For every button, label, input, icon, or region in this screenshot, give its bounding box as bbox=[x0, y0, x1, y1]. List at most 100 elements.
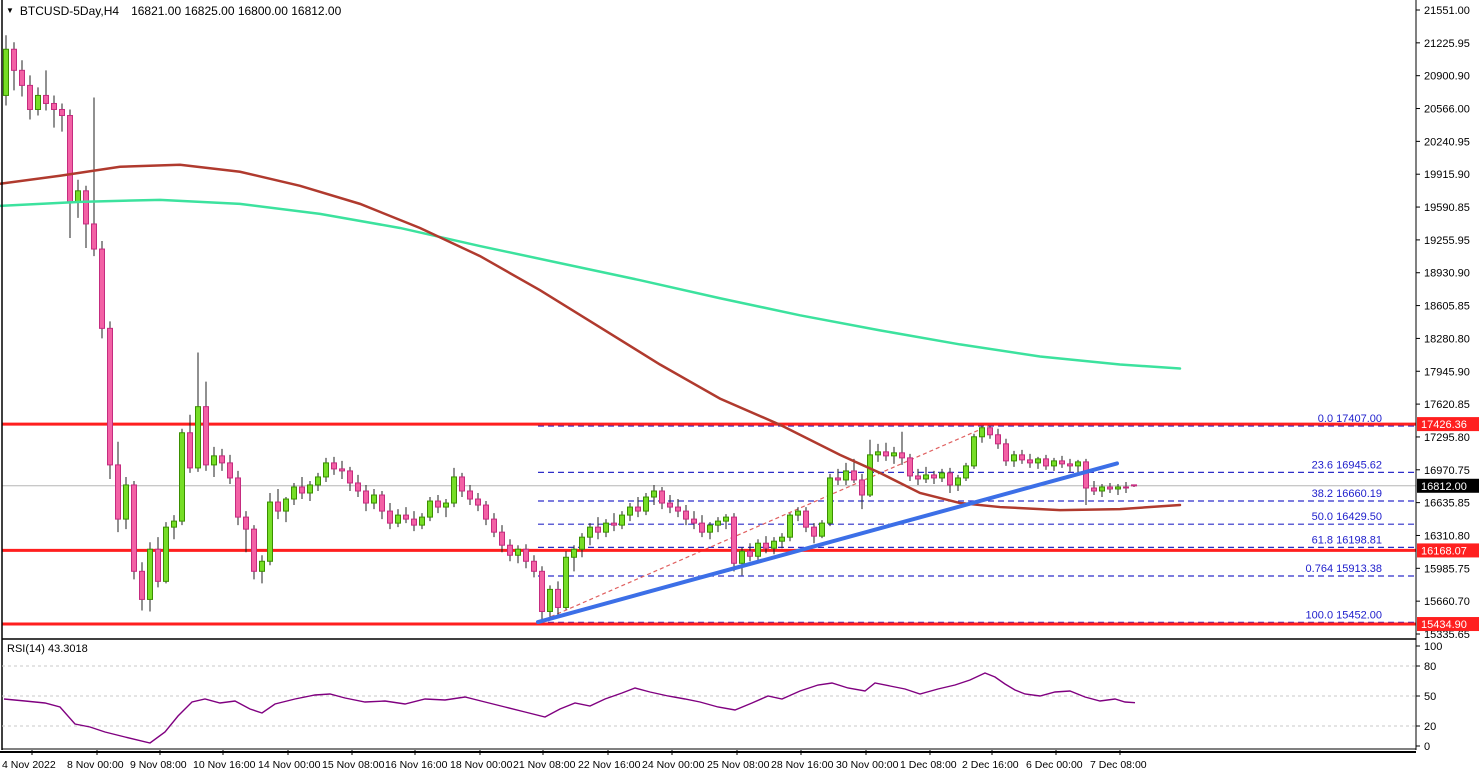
candle bbox=[227, 462, 233, 479]
candle bbox=[683, 510, 689, 520]
candle bbox=[443, 502, 449, 508]
candle bbox=[883, 451, 889, 457]
time-axis-label: 21 Nov 08:00 bbox=[513, 759, 576, 771]
time-axis[interactable]: 4 Nov 2022 8 Nov 00:00 9 Nov 08:00 10 Nov 1… bbox=[2, 750, 1147, 771]
candle bbox=[75, 190, 81, 203]
candle bbox=[787, 514, 793, 538]
candle bbox=[651, 490, 657, 498]
price-axis-label: 19915.90 bbox=[1424, 169, 1470, 181]
candle bbox=[691, 518, 697, 524]
chart-title: ▼ BTCUSD-5Day,H4 16821.00 16825.00 16800… bbox=[6, 4, 341, 18]
candle bbox=[507, 544, 513, 556]
candle bbox=[283, 498, 289, 512]
time-axis-label: 10 Nov 16:00 bbox=[193, 759, 256, 771]
candle bbox=[467, 490, 473, 500]
dropdown-arrow-icon[interactable]: ▼ bbox=[6, 6, 14, 15]
candle bbox=[635, 506, 641, 512]
candle bbox=[579, 536, 585, 550]
candle bbox=[1115, 486, 1121, 490]
candle bbox=[699, 522, 705, 533]
candle bbox=[35, 94, 41, 110]
rsi-axis-label: 50 bbox=[1424, 691, 1436, 703]
candle bbox=[371, 494, 377, 504]
candle bbox=[123, 484, 129, 520]
price-axis[interactable]: 21551.00 21225.95 20900.90 20566.00 20240.95… bbox=[1416, 5, 1470, 641]
rsi-line bbox=[3, 672, 1136, 744]
candle bbox=[899, 452, 905, 459]
price-axis-label: 17945.90 bbox=[1424, 366, 1470, 378]
candle bbox=[907, 457, 913, 477]
candle bbox=[91, 223, 97, 250]
candle bbox=[1019, 454, 1025, 461]
candle bbox=[523, 548, 529, 562]
fib-level-label: 100.0 15452.00 bbox=[1306, 609, 1382, 621]
candle bbox=[211, 455, 217, 466]
time-axis-label: 18 Nov 00:00 bbox=[450, 759, 513, 771]
candle bbox=[411, 518, 417, 526]
candle bbox=[243, 516, 249, 530]
candle bbox=[483, 504, 489, 520]
candle bbox=[891, 452, 897, 457]
trendline[interactable] bbox=[536, 461, 1119, 625]
price-axis-label: 18605.85 bbox=[1424, 301, 1470, 313]
rsi-indicator-label: RSI(14) 43.3018 bbox=[7, 643, 88, 655]
price-tag bbox=[1417, 617, 1479, 632]
candle bbox=[643, 496, 649, 512]
time-axis-label: 16 Nov 16:00 bbox=[385, 759, 448, 771]
candle bbox=[339, 468, 345, 472]
candle bbox=[43, 94, 49, 104]
time-axis-label: 1 Dec 08:00 bbox=[900, 759, 957, 771]
candle bbox=[131, 484, 137, 572]
candle bbox=[995, 434, 1001, 445]
candle bbox=[1123, 486, 1129, 489]
candle bbox=[819, 522, 825, 537]
candle bbox=[963, 465, 969, 479]
candle bbox=[347, 470, 353, 484]
time-axis-label: 2 Dec 16:00 bbox=[962, 759, 1019, 771]
candle bbox=[955, 477, 961, 486]
candle bbox=[1067, 463, 1073, 467]
time-axis-label: 30 Nov 00:00 bbox=[836, 759, 899, 771]
candle bbox=[867, 454, 873, 496]
candle bbox=[739, 550, 745, 564]
candle bbox=[1027, 459, 1033, 464]
candle bbox=[931, 474, 937, 479]
candle bbox=[851, 470, 857, 481]
price-axis-label: 16310.80 bbox=[1424, 530, 1470, 542]
time-axis-label: 28 Nov 16:00 bbox=[771, 759, 834, 771]
price-axis-label: 20240.95 bbox=[1424, 136, 1470, 148]
price-axis-label: 17620.85 bbox=[1424, 399, 1470, 411]
time-axis-label: 14 Nov 00:00 bbox=[258, 759, 321, 771]
candle bbox=[795, 510, 801, 516]
price-axis-label: 19255.95 bbox=[1424, 235, 1470, 247]
candle bbox=[1083, 461, 1089, 489]
price-axis-label: 15985.75 bbox=[1424, 563, 1470, 575]
candle bbox=[859, 479, 865, 496]
candle bbox=[1011, 454, 1017, 462]
candle bbox=[291, 486, 297, 500]
candle bbox=[451, 476, 457, 504]
candle bbox=[139, 570, 145, 600]
candle bbox=[3, 48, 9, 96]
candle bbox=[395, 514, 401, 524]
time-axis-label: 9 Nov 08:00 bbox=[130, 759, 187, 771]
time-axis-label: 6 Dec 00:00 bbox=[1026, 759, 1083, 771]
candle bbox=[299, 486, 305, 494]
price-axis-label: 15660.70 bbox=[1424, 596, 1470, 608]
time-axis-label: 24 Nov 00:00 bbox=[642, 759, 705, 771]
candle bbox=[563, 556, 569, 608]
price-axis-label: 19590.85 bbox=[1424, 202, 1470, 214]
candle bbox=[1051, 460, 1057, 467]
candle bbox=[843, 470, 849, 481]
candle bbox=[251, 528, 257, 572]
candle bbox=[755, 542, 761, 557]
fib-level-label: 23.6 16945.62 bbox=[1312, 459, 1382, 471]
price-tag bbox=[1417, 417, 1479, 432]
candle bbox=[763, 542, 769, 549]
candle bbox=[947, 472, 953, 486]
candle bbox=[771, 540, 777, 549]
candle bbox=[363, 490, 369, 504]
candle bbox=[315, 476, 321, 486]
rsi-axis-label: 80 bbox=[1424, 661, 1436, 673]
